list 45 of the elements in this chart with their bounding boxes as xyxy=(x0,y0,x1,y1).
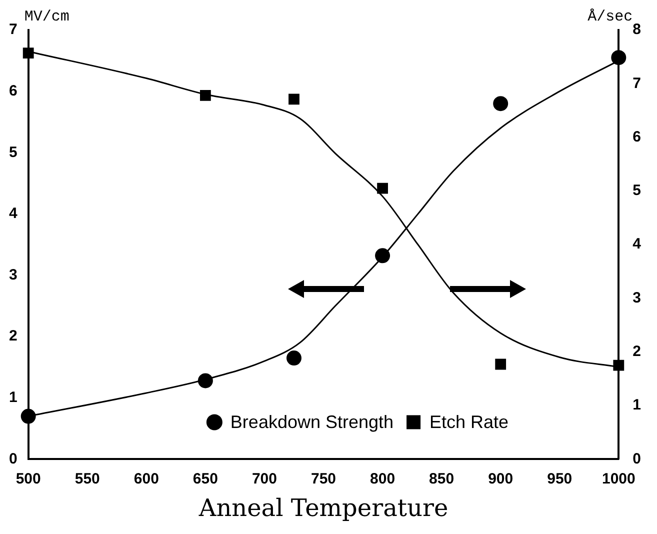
y-tick-label: 2 xyxy=(9,328,18,345)
x-tick-label: 750 xyxy=(310,470,336,488)
y-tick-label: 1 xyxy=(9,389,18,406)
y2-tick-label: 5 xyxy=(632,182,641,200)
point xyxy=(495,358,506,370)
point xyxy=(613,360,624,371)
y2-axis-title: Å/sec xyxy=(588,8,633,26)
legend-label: Breakdown Strength xyxy=(230,412,394,432)
y-tick-label: 7 xyxy=(9,21,18,38)
point xyxy=(493,96,508,112)
point xyxy=(611,50,626,66)
x-tick-label: 650 xyxy=(192,470,218,488)
point xyxy=(198,373,213,388)
y2-tick-label: 4 xyxy=(632,236,642,253)
x-tick-label: 850 xyxy=(429,470,454,488)
y2-tick-label: 8 xyxy=(632,21,641,38)
x-tick-label: 900 xyxy=(488,470,514,488)
x-tick-label: 600 xyxy=(134,470,159,488)
point xyxy=(200,90,211,101)
x-axis-title: Anneal Temperature xyxy=(198,494,448,522)
x-tick-label: 700 xyxy=(252,470,277,488)
point xyxy=(22,48,34,59)
point xyxy=(375,248,390,264)
point xyxy=(377,182,388,194)
y2-tick-label: 1 xyxy=(632,396,641,414)
y-tick-label: 4 xyxy=(9,205,18,222)
y2-tick-label: 6 xyxy=(632,128,641,146)
y-tick-label: 5 xyxy=(9,144,18,161)
x-tick-label: 1000 xyxy=(602,470,636,488)
y-tick-label: 0 xyxy=(9,450,18,468)
y2-tick-label: 2 xyxy=(632,343,641,360)
x-tick-label: 550 xyxy=(74,470,100,488)
y2-tick-label: 0 xyxy=(632,450,641,468)
legend-label: Etch Rate xyxy=(430,412,509,432)
x-tick-label: 800 xyxy=(370,470,396,488)
point xyxy=(20,408,36,424)
y-axis-title: MV/cm xyxy=(24,8,70,26)
x-tick-label: 500 xyxy=(16,470,41,488)
y-tick-label: 6 xyxy=(9,82,18,100)
y-tick-label: 3 xyxy=(9,266,18,284)
y2-tick-label: 7 xyxy=(632,74,641,92)
x-tick-label: 950 xyxy=(547,470,572,488)
point xyxy=(286,350,302,366)
point xyxy=(288,94,300,105)
y2-tick-label: 3 xyxy=(632,289,641,306)
